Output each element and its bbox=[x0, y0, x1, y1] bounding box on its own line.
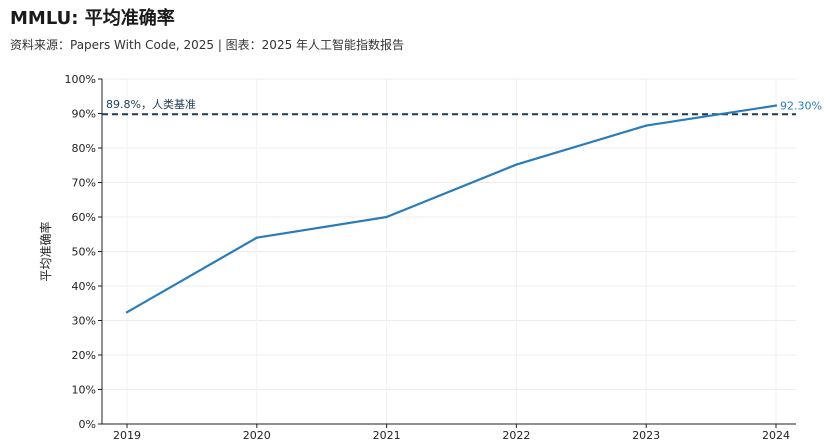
y-tick-label: 60% bbox=[72, 211, 96, 224]
chart-subtitle: 资料来源：Papers With Code, 2025 | 图表：2025 年人… bbox=[10, 38, 405, 52]
grid-lines bbox=[102, 78, 796, 425]
y-tick-label: 20% bbox=[72, 349, 96, 362]
y-axis-label: 平均准确率 bbox=[38, 221, 53, 281]
series-line bbox=[126, 104, 777, 314]
data-point bbox=[125, 311, 129, 314]
human-baseline: 89.8%，人类基准 bbox=[102, 97, 796, 116]
x-tick-label: 2019 bbox=[113, 429, 141, 442]
data-point bbox=[255, 236, 258, 239]
x-tick-label: 2023 bbox=[632, 429, 660, 442]
y-tick-labels: 0% 10% 20% 30% 40% 50% 60% 70% 80% 90% 100% bbox=[65, 73, 96, 431]
y-tick-label: 40% bbox=[72, 280, 96, 293]
end-value-label: 92.30% bbox=[780, 100, 822, 113]
y-tick-label: 0% bbox=[79, 418, 96, 431]
y-tick-label: 80% bbox=[72, 142, 96, 155]
axes bbox=[98, 78, 796, 428]
x-tick-label: 2021 bbox=[373, 429, 401, 442]
reference-line-label: 89.8%，人类基准 bbox=[106, 97, 196, 111]
data-point bbox=[774, 104, 778, 107]
y-tick-label: 70% bbox=[72, 177, 96, 190]
data-point bbox=[385, 215, 388, 219]
y-tick-label: 100% bbox=[65, 73, 96, 86]
y-tick-label: 10% bbox=[72, 384, 96, 397]
x-tick-label: 2022 bbox=[502, 429, 530, 442]
data-point bbox=[515, 163, 518, 166]
x-tick-label: 2020 bbox=[243, 429, 271, 442]
series-lines: 92.30% bbox=[125, 100, 822, 314]
chart-title: MMLU: 平均准确率 bbox=[10, 8, 175, 29]
x-tick-label: 2024 bbox=[762, 429, 790, 442]
data-point bbox=[645, 124, 648, 127]
y-tick-label: 90% bbox=[72, 108, 96, 121]
x-tick-labels: 2019 2020 2021 2022 2023 2024 bbox=[113, 429, 790, 442]
y-tick-label: 50% bbox=[72, 246, 96, 259]
y-tick-label: 30% bbox=[72, 315, 96, 328]
